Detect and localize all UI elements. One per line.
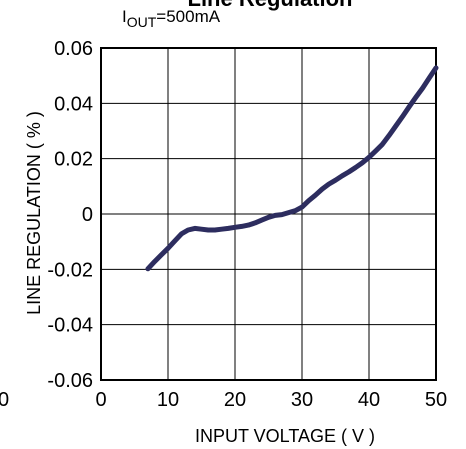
subtitle-subscript: OUT (127, 14, 157, 30)
stray-zero-label: 0 (0, 389, 9, 411)
x-tick-label: 0 (95, 389, 106, 411)
plot-frame (100, 47, 437, 381)
y-tick-label: -0.06 (47, 370, 93, 392)
x-tick-label: 40 (358, 389, 380, 411)
x-tick-label: 20 (224, 389, 246, 411)
chart-subtitle: IOUT=500mA (122, 7, 221, 30)
grid-lines (100, 47, 437, 381)
y-tick-label: 0 (82, 204, 93, 226)
subtitle-main: I (122, 7, 127, 26)
tick-labels: -0.06 -0.04 -0.02 0 0.02 0.04 0.06 0 10 20 30 40 50 (47, 38, 447, 411)
y-tick-label: 0.02 (54, 149, 93, 171)
y-tick-label: 0.04 (54, 93, 93, 115)
y-tick-label: 0.06 (54, 38, 93, 60)
y-axis-title: LINE REGULATION ( % ) (24, 111, 44, 315)
x-axis-title: INPUT VOLTAGE ( V ) (195, 426, 375, 446)
subtitle-rest: =500mA (156, 7, 220, 26)
series-layer (145, 65, 439, 272)
y-tick-label: -0.02 (47, 259, 93, 281)
series-line (145, 65, 439, 272)
y-tick-label: -0.04 (47, 315, 93, 337)
x-tick-label: 30 (291, 389, 313, 411)
x-tick-label: 10 (157, 389, 179, 411)
x-tick-label: 50 (425, 389, 447, 411)
chart-title: Line Regulation (188, 0, 353, 11)
